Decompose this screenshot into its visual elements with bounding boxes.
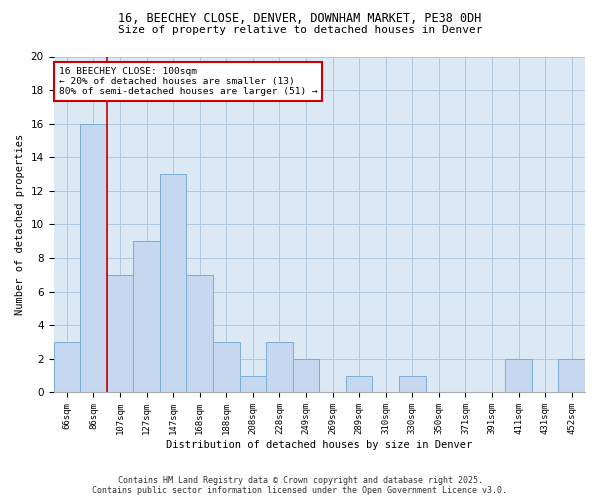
Bar	[266, 342, 293, 392]
Bar	[80, 124, 107, 392]
Bar	[160, 174, 187, 392]
Bar	[133, 242, 160, 392]
Bar	[293, 359, 319, 392]
Text: 16, BEECHEY CLOSE, DENVER, DOWNHAM MARKET, PE38 0DH: 16, BEECHEY CLOSE, DENVER, DOWNHAM MARKE…	[118, 12, 482, 26]
Bar	[346, 376, 373, 392]
Bar	[187, 275, 213, 392]
Bar	[213, 342, 239, 392]
Bar	[53, 342, 80, 392]
Bar	[505, 359, 532, 392]
Bar	[107, 275, 133, 392]
Bar	[559, 359, 585, 392]
X-axis label: Distribution of detached houses by size in Denver: Distribution of detached houses by size …	[166, 440, 472, 450]
Text: Size of property relative to detached houses in Denver: Size of property relative to detached ho…	[118, 25, 482, 35]
Text: 16 BEECHEY CLOSE: 100sqm
← 20% of detached houses are smaller (13)
80% of semi-d: 16 BEECHEY CLOSE: 100sqm ← 20% of detach…	[59, 66, 317, 96]
Bar	[239, 376, 266, 392]
Y-axis label: Number of detached properties: Number of detached properties	[15, 134, 25, 315]
Bar	[399, 376, 425, 392]
Text: Contains HM Land Registry data © Crown copyright and database right 2025.
Contai: Contains HM Land Registry data © Crown c…	[92, 476, 508, 495]
